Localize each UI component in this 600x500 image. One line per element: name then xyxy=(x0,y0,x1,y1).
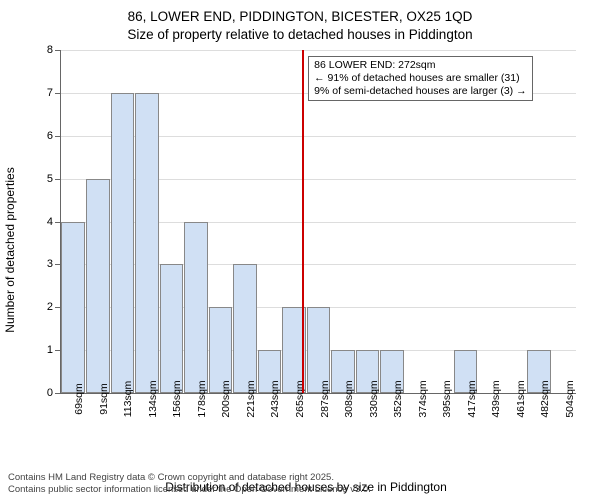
x-tick-label: 461sqm xyxy=(515,380,527,417)
y-tick xyxy=(55,222,61,223)
chart-area: Number of detached properties 0123456786… xyxy=(36,50,576,450)
y-tick xyxy=(55,179,61,180)
reference-line xyxy=(302,50,304,393)
y-axis-label: Number of detached properties xyxy=(3,167,17,332)
x-tick-label: 287sqm xyxy=(319,380,331,417)
histogram-bar xyxy=(61,222,85,394)
annotation-line-3: 9% of semi-detached houses are larger (3… xyxy=(314,85,526,98)
x-tick-label: 265sqm xyxy=(294,380,306,417)
y-tick xyxy=(55,50,61,51)
plot-region: 01234567869sqm91sqm113sqm134sqm156sqm178… xyxy=(60,50,576,394)
y-tick-label: 6 xyxy=(39,130,53,142)
x-tick-label: 482sqm xyxy=(539,380,551,417)
title-subtitle: Size of property relative to detached ho… xyxy=(0,26,600,44)
x-tick-label: 417sqm xyxy=(466,380,478,417)
annotation-box: 86 LOWER END: 272sqm← 91% of detached ho… xyxy=(308,56,532,101)
x-tick-label: 69sqm xyxy=(73,383,85,415)
x-tick-label: 243sqm xyxy=(269,380,281,417)
histogram-bar xyxy=(86,179,110,393)
y-tick xyxy=(55,350,61,351)
x-tick-label: 134sqm xyxy=(147,380,159,417)
y-tick-label: 0 xyxy=(39,387,53,399)
y-tick-label: 1 xyxy=(39,344,53,356)
attribution-footer: Contains HM Land Registry data © Crown c… xyxy=(8,472,371,496)
y-tick-label: 8 xyxy=(39,44,53,56)
x-tick-label: 156sqm xyxy=(171,380,183,417)
chart-title-block: 86, LOWER END, PIDDINGTON, BICESTER, OX2… xyxy=(0,0,600,43)
histogram-bar xyxy=(160,264,184,393)
x-tick-label: 221sqm xyxy=(245,380,257,417)
x-tick-label: 439sqm xyxy=(490,380,502,417)
annotation-line-1: 86 LOWER END: 272sqm xyxy=(314,59,526,72)
x-tick-label: 200sqm xyxy=(220,380,232,417)
x-tick-label: 504sqm xyxy=(564,380,576,417)
x-tick-label: 113sqm xyxy=(122,381,134,418)
x-tick-label: 395sqm xyxy=(441,380,453,417)
footer-line-2: Contains public sector information licen… xyxy=(8,484,371,496)
x-tick-label: 374sqm xyxy=(417,380,429,417)
y-tick xyxy=(55,307,61,308)
gridline xyxy=(61,50,576,51)
title-address: 86, LOWER END, PIDDINGTON, BICESTER, OX2… xyxy=(0,8,600,26)
y-tick-label: 7 xyxy=(39,87,53,99)
annotation-line-2: ← 91% of detached houses are smaller (31… xyxy=(314,72,526,85)
x-tick-label: 308sqm xyxy=(343,380,355,417)
x-tick-label: 330sqm xyxy=(368,380,380,417)
y-tick-label: 5 xyxy=(39,173,53,185)
y-tick-label: 4 xyxy=(39,216,53,228)
histogram-bar xyxy=(233,264,257,393)
y-tick xyxy=(55,393,61,394)
histogram-bar xyxy=(135,93,159,393)
x-tick-label: 91sqm xyxy=(98,383,110,415)
y-tick-label: 3 xyxy=(39,258,53,270)
x-tick-label: 178sqm xyxy=(196,380,208,417)
histogram-bar xyxy=(111,93,135,393)
y-tick-label: 2 xyxy=(39,301,53,313)
footer-line-1: Contains HM Land Registry data © Crown c… xyxy=(8,472,371,484)
y-tick xyxy=(55,264,61,265)
x-tick-label: 352sqm xyxy=(392,380,404,417)
histogram-bar xyxy=(184,222,208,394)
y-tick xyxy=(55,136,61,137)
y-tick xyxy=(55,93,61,94)
